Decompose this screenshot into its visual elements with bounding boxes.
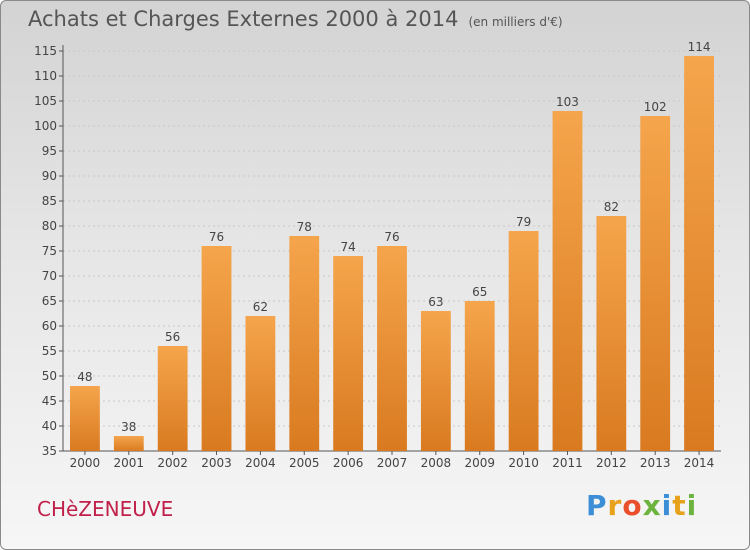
data-labels: 48 38 56 76 62 78 74 76 63 65 79 103 82 102 114	[77, 40, 710, 434]
x-tick-label: 2012	[596, 456, 627, 470]
y-tick-label: 75	[42, 244, 57, 258]
data-label: 48	[77, 370, 92, 384]
y-tick-label: 110	[34, 69, 57, 83]
x-tick-label: 2007	[377, 456, 408, 470]
bar	[420, 311, 451, 451]
bar	[552, 111, 583, 451]
y-tick-label: 80	[42, 219, 57, 233]
logo-letter: t	[672, 489, 687, 522]
x-tick-label: 2009	[464, 456, 495, 470]
logo-letter: o	[622, 489, 643, 522]
chart-title: Achats et Charges Externes 2000 à 2014 (e…	[28, 7, 563, 31]
x-tick-label: 2001	[114, 456, 145, 470]
bar	[333, 256, 364, 451]
bar	[596, 216, 627, 451]
bar	[70, 386, 100, 451]
bar	[201, 246, 232, 451]
x-tick-label: 2003	[201, 456, 232, 470]
x-tick-label: 2014	[684, 456, 715, 470]
bar	[289, 236, 320, 451]
x-tick-label: 2013	[640, 456, 671, 470]
bar	[684, 56, 714, 451]
x-tick-label: 2011	[552, 456, 583, 470]
logo-letter: i	[686, 489, 698, 522]
y-tick-label: 105	[34, 94, 57, 108]
data-label: 62	[253, 300, 268, 314]
data-label: 63	[428, 295, 443, 309]
y-tick-label: 115	[34, 44, 57, 58]
bar	[508, 231, 539, 451]
data-label: 102	[644, 100, 667, 114]
y-tick-label: 95	[42, 144, 57, 158]
data-label: 82	[604, 200, 619, 214]
data-label: 56	[165, 330, 180, 344]
bars	[70, 56, 714, 451]
y-tick-label: 90	[42, 169, 57, 183]
data-label: 38	[121, 420, 136, 434]
chart-title-text: Achats et Charges Externes 2000 à 2014	[28, 7, 459, 31]
x-tick-label: 2004	[245, 456, 276, 470]
commune-name: CHèZENEUVE	[37, 497, 174, 521]
logo-letter: P	[586, 489, 608, 522]
x-tick-label: 2006	[333, 456, 364, 470]
logo-letter: r	[607, 489, 623, 522]
data-label: 78	[297, 220, 312, 234]
x-tick-label: 2000	[70, 456, 101, 470]
logo-letter: x	[642, 489, 662, 522]
y-tick-label: 45	[42, 394, 57, 408]
data-label: 74	[340, 240, 355, 254]
x-tick-label: 2002	[157, 456, 188, 470]
y-tick-label: 85	[42, 194, 57, 208]
y-tick-label: 35	[42, 444, 57, 458]
bar	[377, 246, 407, 451]
logo-letter: i	[661, 489, 673, 522]
y-tick-label: 55	[42, 344, 57, 358]
x-tick-label: 2008	[421, 456, 452, 470]
data-label: 79	[516, 215, 531, 229]
bar	[113, 436, 144, 451]
bar	[157, 346, 188, 451]
chart-unit: (en milliers d'€)	[468, 15, 563, 29]
proxiti-logo: Proxiti	[586, 489, 697, 522]
y-tick-label: 100	[34, 119, 57, 133]
data-label: 103	[556, 95, 579, 109]
data-label: 65	[472, 285, 487, 299]
y-tick-label: 40	[42, 419, 57, 433]
bar	[640, 116, 671, 451]
axes: 35 40 45 50 55 60 65 70 75 80 85 90 95 100 105 110 115 20…	[34, 44, 721, 470]
data-label: 76	[384, 230, 399, 244]
data-label: 114	[688, 40, 711, 54]
y-tick-label: 65	[42, 294, 57, 308]
data-label: 76	[209, 230, 224, 244]
y-tick-label: 60	[42, 319, 57, 333]
bar	[464, 301, 495, 451]
bar	[245, 316, 276, 451]
x-tick-label: 2010	[508, 456, 539, 470]
x-tick-label: 2005	[289, 456, 320, 470]
y-tick-label: 50	[42, 369, 57, 383]
y-tick-label: 70	[42, 269, 57, 283]
